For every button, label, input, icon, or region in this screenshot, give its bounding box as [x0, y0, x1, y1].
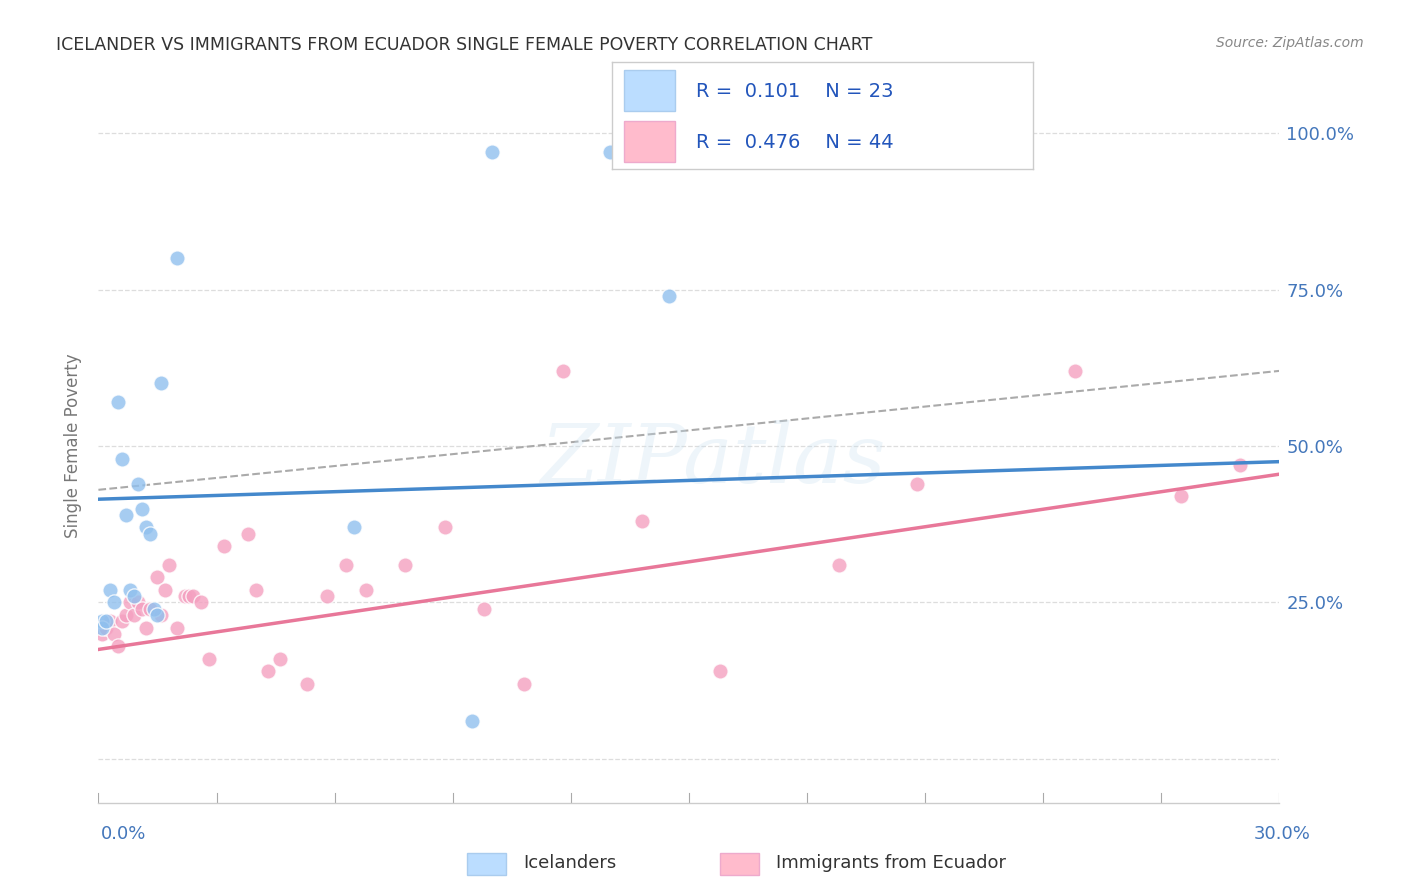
Point: [107, 395, 129, 409]
Point: [103, 627, 125, 641]
Point: [155, 582, 177, 597]
Point: [433, 520, 456, 534]
Point: [115, 508, 138, 522]
Point: [131, 501, 153, 516]
Point: [96, 614, 118, 628]
Point: [461, 714, 484, 729]
Point: [122, 589, 145, 603]
Point: [905, 476, 928, 491]
Point: [236, 526, 259, 541]
Point: [174, 589, 197, 603]
Point: [111, 614, 134, 628]
Point: [709, 665, 731, 679]
Point: [658, 289, 681, 303]
Point: [91, 614, 114, 628]
Text: Source: ZipAtlas.com: Source: ZipAtlas.com: [1216, 36, 1364, 50]
Text: R =  0.476    N = 44: R = 0.476 N = 44: [696, 133, 894, 153]
Point: [131, 601, 153, 615]
Point: [394, 558, 416, 572]
Point: [135, 520, 157, 534]
Text: R =  0.101    N = 23: R = 0.101 N = 23: [696, 82, 893, 101]
Point: [98, 614, 121, 628]
Point: [146, 607, 169, 622]
Point: [150, 607, 173, 622]
Point: [512, 677, 534, 691]
Point: [138, 526, 160, 541]
Point: [214, 539, 236, 553]
Point: [91, 621, 114, 635]
Text: ZIPatlas: ZIPatlas: [540, 420, 886, 500]
Point: [295, 677, 318, 691]
Point: [177, 589, 200, 603]
Text: ICELANDER VS IMMIGRANTS FROM ECUADOR SINGLE FEMALE POVERTY CORRELATION CHART: ICELANDER VS IMMIGRANTS FROM ECUADOR SIN…: [56, 36, 873, 54]
Point: [315, 589, 337, 603]
Point: [1170, 489, 1192, 503]
Point: [91, 627, 114, 641]
Point: [245, 582, 267, 597]
Point: [103, 595, 125, 609]
Text: Icelanders: Icelanders: [523, 854, 616, 872]
Point: [197, 652, 219, 666]
FancyBboxPatch shape: [624, 121, 675, 162]
Point: [190, 595, 212, 609]
Point: [599, 145, 621, 159]
Point: [127, 476, 149, 491]
Point: [827, 558, 849, 572]
Point: [96, 621, 118, 635]
Point: [146, 570, 169, 584]
Point: [122, 607, 145, 622]
Point: [98, 582, 121, 597]
Point: [107, 640, 129, 654]
Point: [150, 376, 173, 391]
Point: [157, 558, 180, 572]
Point: [472, 601, 495, 615]
Point: [354, 582, 377, 597]
Point: [335, 558, 357, 572]
Point: [1229, 458, 1251, 472]
Text: 30.0%: 30.0%: [1254, 825, 1310, 843]
Point: [115, 607, 138, 622]
Point: [138, 601, 160, 615]
Point: [181, 589, 204, 603]
Point: [630, 514, 652, 528]
FancyBboxPatch shape: [624, 70, 675, 111]
Point: [127, 595, 149, 609]
Point: [166, 251, 188, 265]
FancyBboxPatch shape: [720, 853, 759, 875]
Text: Immigrants from Ecuador: Immigrants from Ecuador: [776, 854, 1007, 872]
FancyBboxPatch shape: [467, 853, 506, 875]
Point: [343, 520, 366, 534]
Point: [481, 145, 503, 159]
Point: [118, 582, 141, 597]
Point: [551, 364, 574, 378]
Text: 0.0%: 0.0%: [101, 825, 146, 843]
Point: [256, 665, 278, 679]
Y-axis label: Single Female Poverty: Single Female Poverty: [65, 354, 83, 538]
Point: [142, 601, 165, 615]
Point: [166, 621, 188, 635]
Point: [118, 595, 141, 609]
Point: [111, 451, 134, 466]
Point: [135, 621, 157, 635]
Point: [1063, 364, 1085, 378]
Point: [269, 652, 291, 666]
